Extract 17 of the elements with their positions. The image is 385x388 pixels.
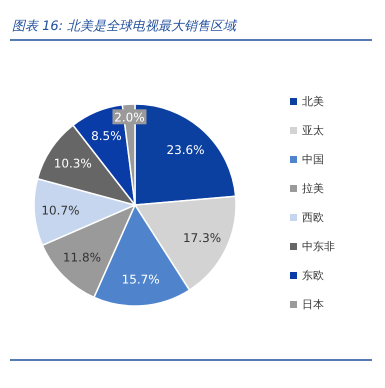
legend-label: 中东非: [302, 240, 335, 253]
chart-title: 图表 16: 北美是全球电视最大销售区域: [12, 18, 238, 34]
data-label: 10.7%: [41, 204, 80, 218]
legend-label: 北美: [302, 95, 324, 108]
data-label: 17.3%: [182, 231, 222, 246]
legend-label: 东欧: [302, 269, 324, 282]
data-label: 11.8%: [62, 250, 102, 265]
data-label: 23.6%: [166, 142, 205, 157]
legend-label: 西欧: [302, 211, 324, 224]
data-label: 10.3%: [54, 156, 92, 171]
legend-label: 日本: [302, 298, 324, 311]
legend-label: 中国: [302, 153, 324, 166]
legend-label: 亚太: [302, 124, 324, 137]
data-label: 15.7%: [122, 272, 160, 287]
data-label: 2.0%: [114, 110, 145, 124]
legend-label: 拉美: [302, 182, 324, 195]
data-label: 8.5%: [91, 128, 122, 143]
